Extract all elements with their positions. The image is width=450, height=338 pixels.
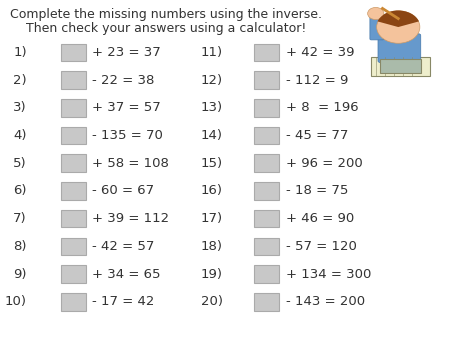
FancyBboxPatch shape — [254, 154, 279, 172]
Text: 11): 11) — [201, 46, 223, 59]
Text: + 58 = 108: + 58 = 108 — [92, 157, 169, 170]
Text: - 60 = 67: - 60 = 67 — [92, 185, 154, 197]
Text: 13): 13) — [201, 101, 223, 114]
Text: 4): 4) — [14, 129, 27, 142]
FancyBboxPatch shape — [61, 44, 86, 61]
FancyBboxPatch shape — [371, 57, 430, 76]
FancyBboxPatch shape — [61, 182, 86, 200]
Text: - 17 = 42: - 17 = 42 — [92, 295, 155, 308]
FancyBboxPatch shape — [61, 293, 86, 311]
FancyBboxPatch shape — [61, 238, 86, 255]
Text: Complete the missing numbers using the inverse.: Complete the missing numbers using the i… — [10, 8, 323, 21]
Text: 1): 1) — [14, 46, 27, 59]
Text: - 112 = 9: - 112 = 9 — [286, 74, 348, 87]
Text: - 18 = 75: - 18 = 75 — [286, 185, 348, 197]
Text: 17): 17) — [201, 212, 223, 225]
Text: - 57 = 120: - 57 = 120 — [286, 240, 356, 253]
Text: 12): 12) — [201, 74, 223, 87]
Text: - 143 = 200: - 143 = 200 — [286, 295, 365, 308]
FancyBboxPatch shape — [254, 210, 279, 227]
FancyBboxPatch shape — [370, 14, 384, 40]
Text: 8): 8) — [14, 240, 27, 253]
Text: 7): 7) — [14, 212, 27, 225]
Text: 14): 14) — [201, 129, 223, 142]
FancyBboxPatch shape — [61, 71, 86, 89]
Text: + 37 = 57: + 37 = 57 — [92, 101, 161, 114]
Text: 3): 3) — [14, 101, 27, 114]
Text: + 23 = 37: + 23 = 37 — [92, 46, 161, 59]
Text: - 45 = 77: - 45 = 77 — [286, 129, 348, 142]
Text: - 42 = 57: - 42 = 57 — [92, 240, 155, 253]
Circle shape — [368, 7, 384, 20]
Text: 19): 19) — [201, 268, 223, 281]
FancyBboxPatch shape — [254, 293, 279, 311]
Text: 15): 15) — [201, 157, 223, 170]
Text: - 22 = 38: - 22 = 38 — [92, 74, 155, 87]
Text: 16): 16) — [201, 185, 223, 197]
FancyBboxPatch shape — [254, 44, 279, 61]
Wedge shape — [378, 10, 419, 27]
Text: + 42 = 39: + 42 = 39 — [286, 46, 354, 59]
FancyBboxPatch shape — [380, 59, 421, 73]
FancyBboxPatch shape — [254, 265, 279, 283]
Text: 20): 20) — [201, 295, 223, 308]
Text: 9): 9) — [14, 268, 27, 281]
Text: 2): 2) — [14, 74, 27, 87]
FancyBboxPatch shape — [61, 99, 86, 117]
Text: + 8  = 196: + 8 = 196 — [286, 101, 358, 114]
Text: Then check your answers using a calculator!: Then check your answers using a calculat… — [26, 22, 307, 35]
FancyBboxPatch shape — [61, 127, 86, 144]
Text: 10): 10) — [5, 295, 27, 308]
Text: + 46 = 90: + 46 = 90 — [286, 212, 354, 225]
Circle shape — [377, 11, 420, 43]
FancyBboxPatch shape — [254, 99, 279, 117]
Text: 6): 6) — [14, 185, 27, 197]
Text: + 96 = 200: + 96 = 200 — [286, 157, 363, 170]
FancyBboxPatch shape — [254, 127, 279, 144]
FancyBboxPatch shape — [378, 34, 421, 63]
FancyBboxPatch shape — [254, 182, 279, 200]
Text: + 134 = 300: + 134 = 300 — [286, 268, 371, 281]
FancyBboxPatch shape — [61, 265, 86, 283]
FancyBboxPatch shape — [254, 238, 279, 255]
FancyBboxPatch shape — [61, 210, 86, 227]
Text: + 39 = 112: + 39 = 112 — [92, 212, 169, 225]
Text: 5): 5) — [14, 157, 27, 170]
Text: 18): 18) — [201, 240, 223, 253]
Text: + 34 = 65: + 34 = 65 — [92, 268, 161, 281]
Text: - 135 = 70: - 135 = 70 — [92, 129, 163, 142]
FancyBboxPatch shape — [61, 154, 86, 172]
FancyBboxPatch shape — [254, 71, 279, 89]
